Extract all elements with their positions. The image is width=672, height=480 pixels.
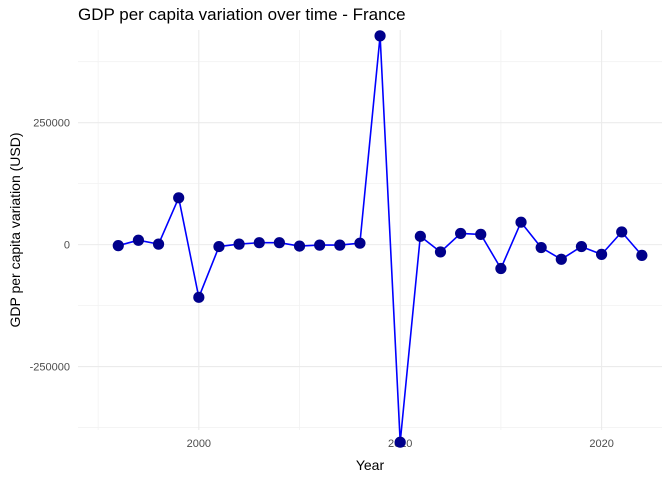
data-point [374, 30, 386, 42]
data-point [132, 234, 145, 246]
data-point [213, 240, 225, 253]
x-tick-label: 2020 [589, 438, 613, 450]
data-point [193, 291, 205, 303]
data-point [293, 240, 306, 252]
data-point [354, 237, 366, 249]
data-point [434, 246, 447, 258]
major-gridlines [78, 30, 662, 430]
minor-gridlines [78, 30, 662, 430]
data-point [575, 240, 588, 253]
data-point [515, 216, 527, 228]
data-point [112, 240, 124, 252]
data-point [535, 241, 547, 254]
data-point [414, 230, 426, 242]
data-point [233, 238, 245, 250]
data-point [636, 249, 648, 261]
y-axis-tick-labels: -250000 0 250000 [30, 118, 70, 374]
data-point [595, 248, 608, 260]
data-point [314, 239, 326, 251]
y-axis-title: GDP per capita variation (USD) [7, 132, 23, 327]
data-point [273, 237, 285, 249]
data-point [495, 262, 507, 275]
data-point [455, 227, 467, 240]
data-point [173, 192, 185, 204]
series-layer [118, 35, 643, 444]
data-point [475, 228, 487, 240]
data-point [394, 436, 406, 448]
y-tick-label: 250000 [33, 118, 70, 130]
y-tick-label: -250000 [30, 362, 70, 374]
data-point [555, 253, 567, 265]
series-line [118, 35, 643, 444]
data-point [334, 239, 346, 251]
data-point [152, 238, 165, 250]
points-layer [112, 30, 648, 448]
x-axis-title: Year [356, 457, 385, 473]
y-tick-label: 0 [64, 240, 70, 252]
x-tick-label: 2000 [187, 438, 211, 450]
chart-title: GDP per capita variation over time - Fra… [78, 5, 406, 24]
data-point [616, 226, 628, 238]
data-point [253, 237, 265, 249]
